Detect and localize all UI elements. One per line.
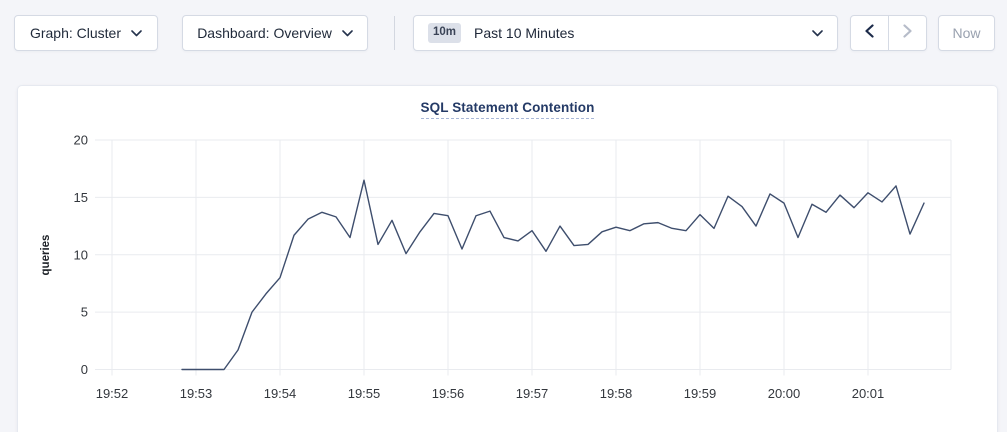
chevron-left-icon — [865, 23, 874, 43]
svg-text:20: 20 — [74, 133, 88, 148]
chevron-right-icon — [903, 23, 912, 43]
svg-text:19:54: 19:54 — [264, 386, 297, 401]
svg-text:19:59: 19:59 — [684, 386, 717, 401]
toolbar-divider — [394, 16, 395, 50]
svg-text:19:52: 19:52 — [96, 386, 129, 401]
svg-text:20:00: 20:00 — [768, 386, 801, 401]
graph-dropdown-label: Graph: Cluster — [29, 25, 122, 41]
time-range-badge: 10m — [428, 23, 462, 43]
svg-text:0: 0 — [81, 362, 88, 377]
svg-text:19:57: 19:57 — [516, 386, 549, 401]
svg-text:15: 15 — [74, 190, 88, 205]
chart-card: SQL Statement Contention 0 5 10 15 20 19:52 19… — [17, 85, 998, 432]
next-time-button[interactable] — [888, 16, 926, 50]
svg-text:19:58: 19:58 — [600, 386, 633, 401]
time-nav-group — [850, 15, 927, 51]
svg-text:queries: queries — [40, 235, 52, 276]
chart-title-row: SQL Statement Contention — [18, 99, 997, 119]
now-button-label: Now — [952, 25, 981, 41]
svg-text:19:53: 19:53 — [180, 386, 213, 401]
now-button[interactable]: Now — [938, 15, 995, 51]
svg-text:5: 5 — [81, 305, 88, 320]
svg-text:19:55: 19:55 — [348, 386, 381, 401]
time-range-dropdown[interactable]: 10m Past 10 Minutes — [413, 15, 838, 51]
contention-chart[interactable]: 0 5 10 15 20 19:52 19:53 19:54 19:55 19:56 19:57 19… — [18, 86, 997, 432]
svg-text:19:56: 19:56 — [432, 386, 465, 401]
time-range-label: Past 10 Minutes — [474, 25, 575, 41]
toolbar: Graph: Cluster Dashboard: Overview 10m P… — [14, 15, 995, 51]
previous-time-button[interactable] — [851, 16, 888, 50]
svg-text:20:01: 20:01 — [852, 386, 885, 401]
chevron-down-icon — [812, 29, 823, 37]
dashboard-dropdown-label: Dashboard: Overview — [197, 25, 332, 41]
graph-dropdown[interactable]: Graph: Cluster — [14, 15, 158, 51]
chevron-down-icon — [342, 29, 353, 37]
chevron-down-icon — [131, 29, 142, 37]
svg-text:10: 10 — [74, 247, 88, 262]
chart-title[interactable]: SQL Statement Contention — [420, 100, 595, 119]
dashboard-dropdown[interactable]: Dashboard: Overview — [182, 15, 368, 51]
